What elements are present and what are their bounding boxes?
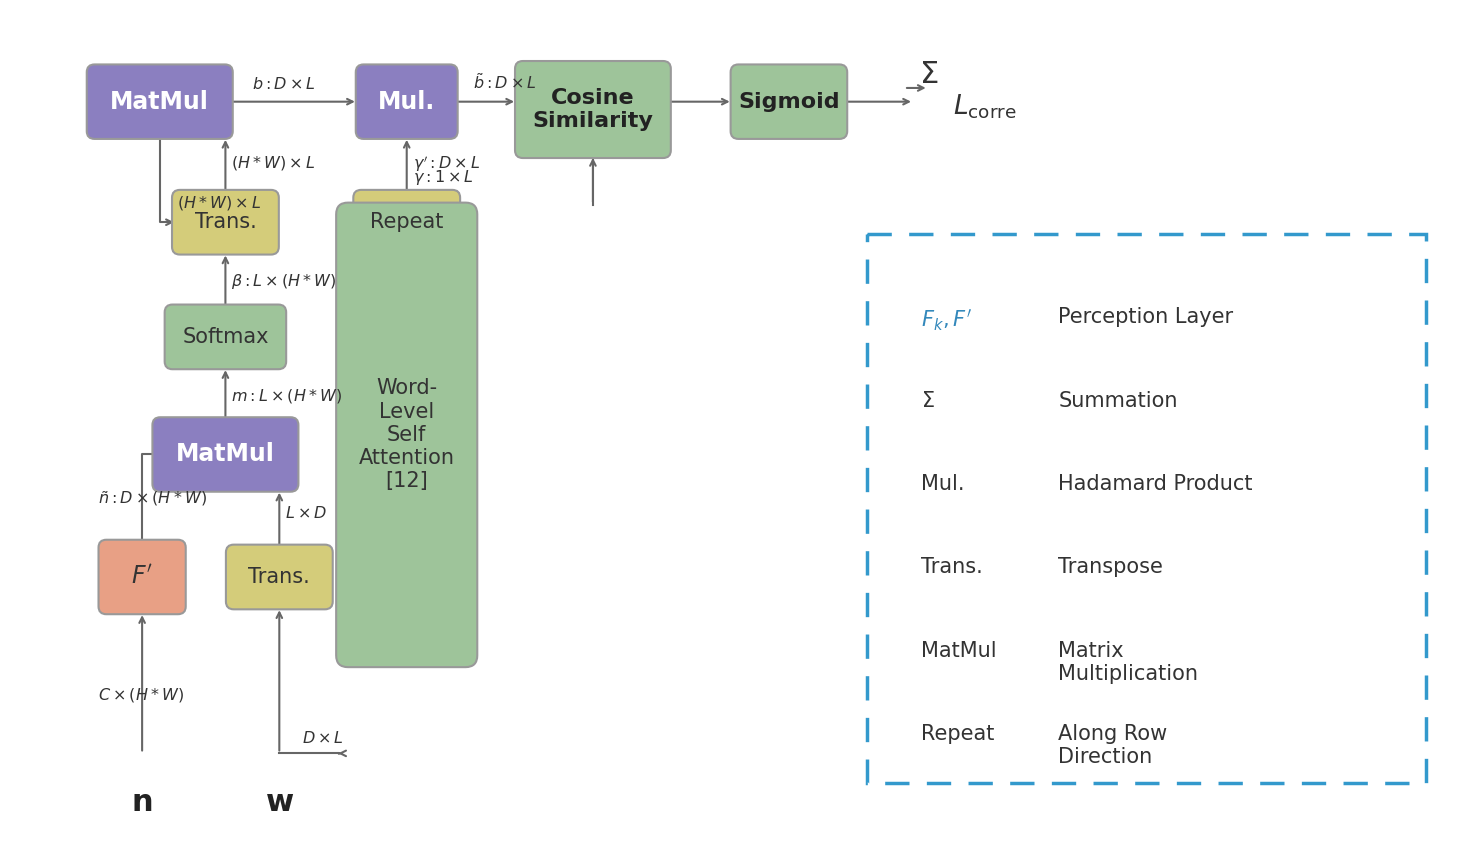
Text: Repeat: Repeat — [921, 724, 995, 744]
Text: $m:L\times(H*W)$: $m:L\times(H*W)$ — [231, 387, 343, 405]
Text: $\mathbf{n}$: $\mathbf{n}$ — [131, 788, 153, 817]
FancyBboxPatch shape — [153, 417, 299, 492]
Text: $L_{\mathrm{corre}}$: $L_{\mathrm{corre}}$ — [952, 93, 1017, 121]
Text: Trans.: Trans. — [921, 558, 983, 577]
FancyBboxPatch shape — [87, 64, 233, 139]
Text: $F_k, F'$: $F_k, F'$ — [921, 307, 973, 333]
Text: $(H*W)\times L$: $(H*W)\times L$ — [231, 154, 315, 172]
Text: $C\times(H*W)$: $C\times(H*W)$ — [99, 686, 184, 704]
Text: $\gamma':D\times L$: $\gamma':D\times L$ — [412, 154, 480, 173]
Text: MatMul: MatMul — [921, 641, 997, 661]
Text: Along Row
Direction: Along Row Direction — [1058, 724, 1167, 767]
Text: $\tilde{b}:D\times L$: $\tilde{b}:D\times L$ — [473, 72, 537, 92]
FancyBboxPatch shape — [99, 540, 185, 614]
Text: $D\times L$: $D\times L$ — [302, 729, 344, 746]
Text: Sigmoid: Sigmoid — [737, 92, 839, 112]
Text: Word-
Level
Self
Attention
[12]: Word- Level Self Attention [12] — [359, 378, 455, 492]
FancyBboxPatch shape — [165, 305, 286, 369]
FancyBboxPatch shape — [730, 64, 848, 139]
Text: Matrix
Multiplication: Matrix Multiplication — [1058, 641, 1198, 684]
Text: $b:D\times L$: $b:D\times L$ — [252, 76, 316, 92]
FancyBboxPatch shape — [515, 61, 671, 158]
Text: Mul.: Mul. — [378, 90, 436, 113]
Text: Trans.: Trans. — [194, 212, 256, 233]
Text: Transpose: Transpose — [1058, 558, 1163, 577]
Text: Summation: Summation — [1058, 390, 1178, 411]
Text: Trans.: Trans. — [249, 567, 311, 587]
Text: Hadamard Product: Hadamard Product — [1058, 474, 1253, 494]
Text: Mul.: Mul. — [921, 474, 964, 494]
Text: $\Sigma$: $\Sigma$ — [921, 390, 935, 411]
Text: MatMul: MatMul — [110, 90, 209, 113]
Text: $\mathbf{w}$: $\mathbf{w}$ — [265, 788, 294, 817]
FancyBboxPatch shape — [172, 190, 278, 255]
Text: $F'$: $F'$ — [131, 565, 153, 589]
Text: $\gamma:1\times L$: $\gamma:1\times L$ — [412, 167, 474, 187]
Text: $\beta:L\times(H*W)$: $\beta:L\times(H*W)$ — [231, 271, 337, 291]
FancyBboxPatch shape — [867, 234, 1426, 782]
Text: Softmax: Softmax — [183, 327, 269, 347]
Text: $(H*W)\times L$: $(H*W)\times L$ — [178, 195, 262, 213]
Text: $L\times D$: $L\times D$ — [286, 505, 327, 522]
FancyBboxPatch shape — [353, 190, 461, 255]
Text: MatMul: MatMul — [177, 443, 275, 467]
FancyBboxPatch shape — [356, 64, 458, 139]
Text: $\Sigma$: $\Sigma$ — [919, 60, 938, 88]
FancyBboxPatch shape — [336, 202, 477, 668]
FancyBboxPatch shape — [225, 545, 333, 609]
Text: Repeat: Repeat — [369, 212, 443, 233]
Text: Perception Layer: Perception Layer — [1058, 307, 1234, 328]
Text: Cosine
Similarity: Cosine Similarity — [533, 88, 654, 131]
Text: $\tilde{n}:D\times(H*W)$: $\tilde{n}:D\times(H*W)$ — [99, 488, 208, 508]
